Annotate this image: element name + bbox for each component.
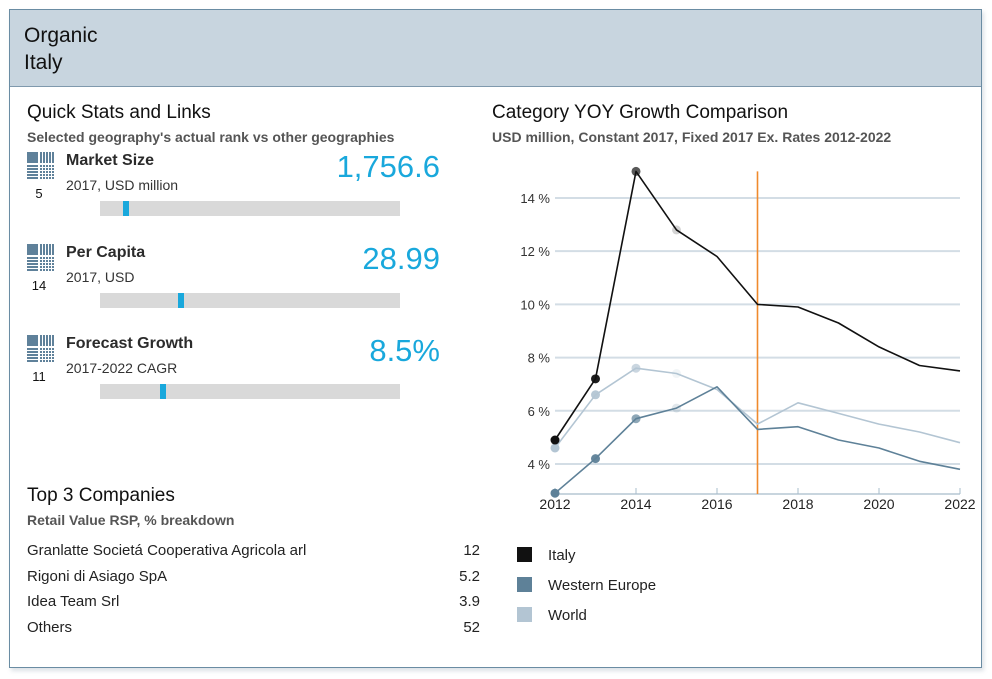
data-point-world <box>550 443 560 453</box>
rank-number: 11 <box>32 369 46 384</box>
geography-title: Italy <box>24 51 63 74</box>
top-companies-subtitle: Retail Value RSP, % breakdown <box>27 512 235 528</box>
x-tick-label: 2012 <box>539 496 570 512</box>
category-title: Organic <box>24 24 98 47</box>
company-name: Idea Team Srl <box>27 593 120 610</box>
rank-grid-icon <box>27 335 54 362</box>
data-point-world <box>591 390 600 400</box>
x-tick-label: 2016 <box>701 496 732 512</box>
stat-sublabel: 2017, USD million <box>66 177 179 193</box>
legend-swatch <box>517 547 532 562</box>
rank-grid-icon <box>27 244 54 271</box>
stat-sublabel: 2017-2022 CAGR <box>66 360 178 376</box>
rank-bar <box>100 293 400 308</box>
data-point-western-europe <box>550 488 560 498</box>
series-line-western-europe <box>554 386 961 494</box>
stat-sublabel: 2017, USD <box>66 269 135 285</box>
legend-label: Italy <box>548 547 576 564</box>
y-tick-label: 4 % <box>528 457 551 472</box>
data-point-world <box>631 363 641 373</box>
x-tick-label: 2018 <box>782 496 813 512</box>
company-name: Others <box>27 619 73 636</box>
rank-marker <box>178 293 184 308</box>
legend-label: World <box>548 607 587 624</box>
data-point-western-europe <box>672 403 681 413</box>
rank-bar <box>100 201 400 216</box>
x-tick-label: 2020 <box>863 496 894 512</box>
data-point-italy <box>591 374 600 384</box>
rank-bar <box>100 384 400 399</box>
data-point-italy <box>550 435 560 445</box>
legend-swatch <box>517 577 532 592</box>
report-card <box>9 9 982 668</box>
x-tick-label: 2022 <box>944 496 975 512</box>
data-point-world <box>672 369 681 379</box>
series-line-world <box>554 367 961 449</box>
report-header: Organic Italy <box>10 10 981 87</box>
rank-grid-icon <box>27 152 54 179</box>
data-point-italy <box>672 225 681 235</box>
company-name: Rigoni di Asiago SpA <box>27 568 168 585</box>
x-tick-label: 2014 <box>620 496 651 512</box>
company-name: Granlatte Societá Cooperativa Agricola a… <box>27 542 307 559</box>
y-tick-label: 10 % <box>520 297 550 312</box>
data-point-western-europe <box>591 454 600 464</box>
y-tick-label: 12 % <box>520 244 550 259</box>
y-tick-label: 6 % <box>528 404 551 419</box>
series-line-italy <box>554 170 961 441</box>
rank-marker <box>123 201 130 216</box>
chart-subtitle: USD million, Constant 2017, Fixed 2017 E… <box>492 129 892 145</box>
stat-label: Market Size <box>66 152 155 169</box>
growth-line-chart: 4 % 6 % 8 % 10 % 12 % 14 % 2012 2014 2016 2018 202… <box>520 166 976 512</box>
y-tick-label: 8 % <box>528 351 551 366</box>
rank-number: 14 <box>31 278 47 293</box>
company-share: 3.9 <box>459 593 480 610</box>
company-share: 5.2 <box>459 568 480 585</box>
rank-number: 5 <box>35 186 43 201</box>
stat-label: Per Capita <box>66 244 146 261</box>
data-point-western-europe <box>631 414 641 424</box>
company-share: 52 <box>463 619 480 636</box>
quick-stats-subtitle: Selected geography's actual rank vs othe… <box>27 129 395 145</box>
legend-swatch <box>517 607 532 622</box>
quick-stats-title: Quick Stats and Links <box>27 102 211 123</box>
data-point-italy <box>631 166 641 176</box>
y-tick-label: 14 % <box>520 191 550 206</box>
stat-value: 1,756.6 <box>336 149 440 184</box>
top-companies-title: Top 3 Companies <box>27 485 175 506</box>
rank-marker <box>160 384 166 399</box>
stat-value: 8.5% <box>369 333 440 368</box>
company-share: 12 <box>463 542 480 559</box>
legend-label: Western Europe <box>548 577 657 594</box>
stat-label: Forecast Growth <box>66 335 194 352</box>
chart-title: Category YOY Growth Comparison <box>492 102 789 123</box>
stat-value: 28.99 <box>362 241 440 276</box>
